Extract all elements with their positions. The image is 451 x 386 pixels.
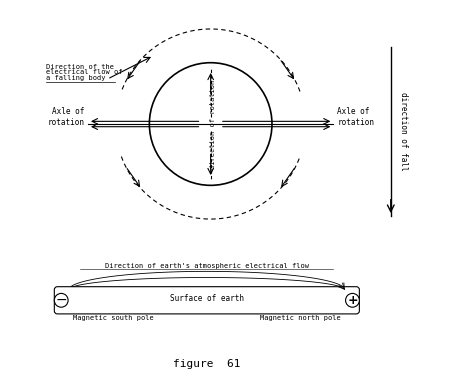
Text: a falling body: a falling body (46, 75, 105, 81)
Text: Axle of
rotation: Axle of rotation (336, 107, 373, 127)
Text: −: − (55, 293, 67, 307)
Circle shape (345, 293, 359, 307)
Text: Direction of earth's atmospheric electrical flow: Direction of earth's atmospheric electri… (105, 263, 308, 269)
FancyBboxPatch shape (54, 287, 359, 314)
Text: direction of rotation: direction of rotation (209, 80, 215, 169)
Text: direction of fall: direction of fall (398, 92, 407, 171)
Text: Axle of
rotation: Axle of rotation (47, 107, 84, 127)
Circle shape (54, 293, 68, 307)
Text: figure  61: figure 61 (173, 359, 240, 369)
Text: Direction of the: Direction of the (46, 64, 114, 69)
Text: Surface of earth: Surface of earth (170, 294, 243, 303)
Text: electrical flow of: electrical flow of (46, 69, 122, 75)
Text: +: + (346, 294, 357, 307)
Text: Magnetic south pole: Magnetic south pole (73, 315, 153, 321)
Text: Magnetic north pole: Magnetic north pole (260, 315, 340, 321)
